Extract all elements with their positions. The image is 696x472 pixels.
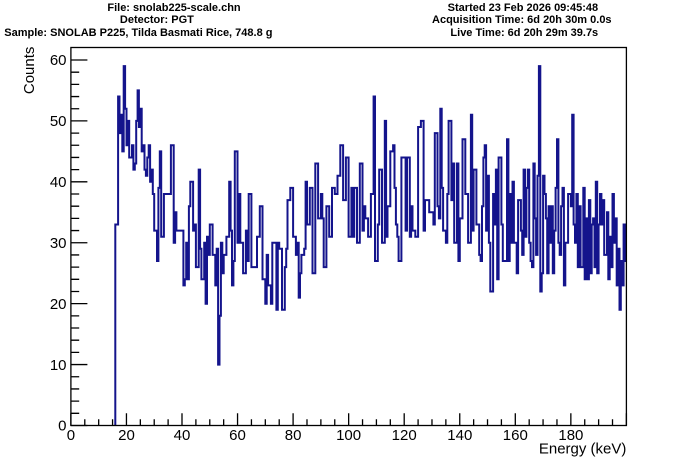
svg-text:120: 120 xyxy=(392,427,417,444)
svg-text:180: 180 xyxy=(558,427,583,444)
svg-text:20: 20 xyxy=(118,427,135,444)
svg-text:140: 140 xyxy=(447,427,472,444)
svg-text:50: 50 xyxy=(50,113,67,130)
svg-text:40: 40 xyxy=(50,174,67,191)
svg-text:Energy (keV): Energy (keV) xyxy=(539,441,627,458)
svg-text:Counts: Counts xyxy=(21,47,38,95)
svg-text:20: 20 xyxy=(50,296,67,313)
svg-text:80: 80 xyxy=(285,427,302,444)
svg-text:0: 0 xyxy=(58,418,66,435)
svg-text:30: 30 xyxy=(50,235,67,252)
svg-text:60: 60 xyxy=(229,427,246,444)
svg-text:60: 60 xyxy=(50,52,67,69)
svg-text:40: 40 xyxy=(174,427,191,444)
svg-text:10: 10 xyxy=(50,357,67,374)
svg-text:100: 100 xyxy=(336,427,361,444)
svg-text:160: 160 xyxy=(503,427,528,444)
svg-text:0: 0 xyxy=(67,427,75,444)
